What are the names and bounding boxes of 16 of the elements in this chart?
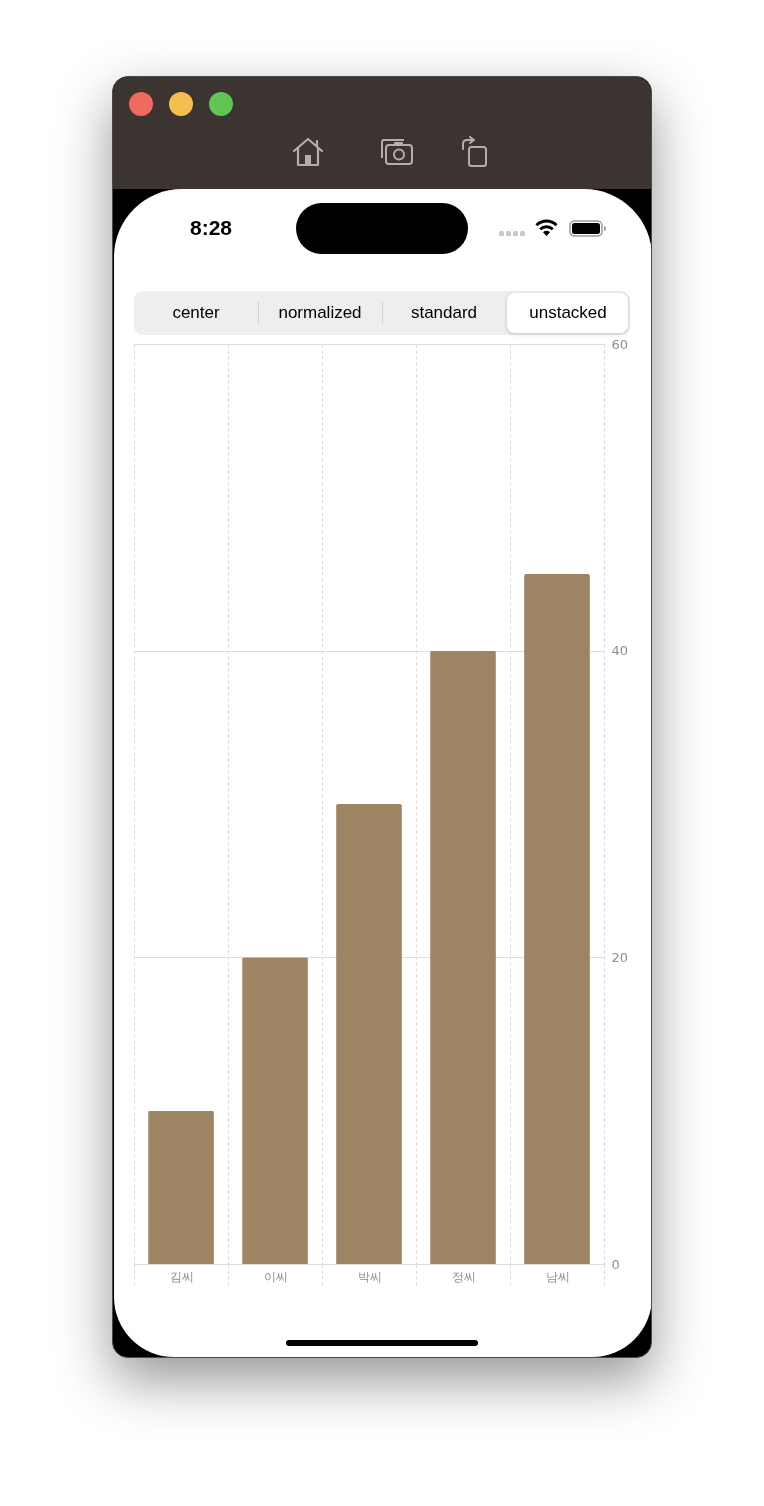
bar [148,1110,214,1264]
bar [430,650,496,1264]
y-tick-label: 60 [611,336,629,352]
x-tick-label: 정씨 [451,1269,476,1284]
bar [524,574,590,1264]
bar [242,957,308,1264]
x-tick-label: 김씨 [169,1269,194,1284]
x-tick-label: 남씨 [545,1269,570,1284]
y-tick-label: 40 [611,643,629,659]
text: 8:28 [189,215,233,241]
y-tick-label: 0 [611,1256,620,1272]
x-tick-label: 이씨 [263,1269,288,1284]
bar [336,804,402,1264]
segmented-control: center normalized standard unstacked [134,291,630,335]
x-tick-label: 박씨 [357,1269,382,1284]
y-tick-label: 20 [611,949,629,965]
